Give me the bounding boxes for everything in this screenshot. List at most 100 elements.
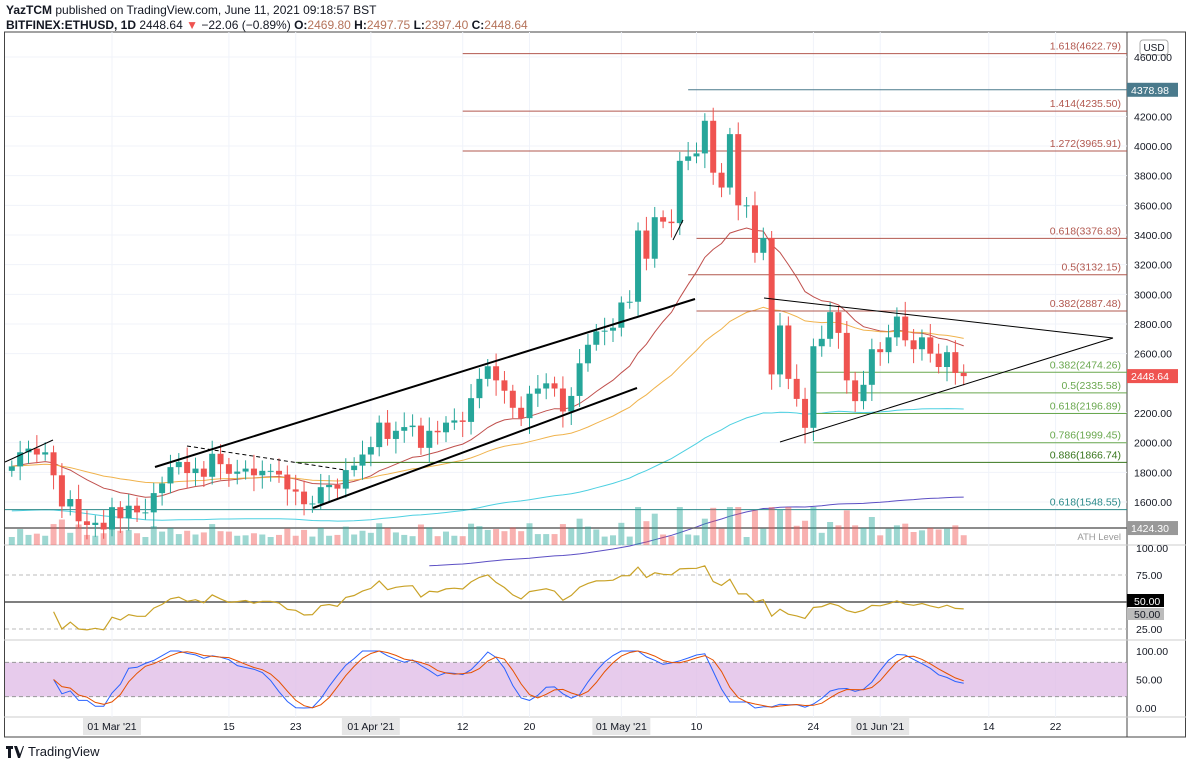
volume-bar <box>92 535 99 545</box>
candle-down <box>284 474 291 490</box>
candle-up <box>401 427 408 431</box>
volume-bar <box>134 533 141 545</box>
publisher[interactable]: YazTCM <box>6 3 53 17</box>
symbol[interactable]: BITFINEX:ETHUSD, 1D <box>6 18 137 32</box>
trendline <box>4 439 54 463</box>
publish-line: YazTCM published on TradingView.com, Jun… <box>6 3 376 17</box>
candle-up <box>743 205 750 207</box>
volume-bar <box>559 524 566 545</box>
date-label-box <box>592 717 651 735</box>
stoch-d-line <box>53 650 964 709</box>
tradingview-logo[interactable]: TradingView <box>6 744 100 759</box>
triangle-upper-line <box>763 297 1114 339</box>
volume-bar <box>184 530 191 545</box>
rsi-axis-label: 75.00 <box>1136 570 1162 582</box>
date-axis-label: 14 <box>983 721 995 733</box>
candle-down <box>751 205 758 253</box>
volume-bar <box>67 532 74 545</box>
rsi-tag-black-bg <box>1127 594 1164 607</box>
candle-up <box>175 461 182 468</box>
date-axis-label: 22 <box>1050 721 1062 733</box>
chart-frame <box>4 31 1186 738</box>
candle-down <box>276 470 282 475</box>
volume-bar <box>910 532 917 545</box>
volume-bar <box>192 534 199 545</box>
candle-down <box>835 312 842 333</box>
candle-up <box>234 471 241 474</box>
candle-up <box>526 393 533 419</box>
candle-up <box>860 384 867 402</box>
candle-down <box>184 461 191 474</box>
volume-bar <box>902 523 909 545</box>
volume-bar <box>342 526 349 545</box>
volume-bar <box>476 526 483 545</box>
high-value: 2497.75 <box>366 18 411 32</box>
price-axis-label: 3600.00 <box>1134 200 1172 212</box>
candle-up <box>610 327 616 331</box>
price-axis-label: 2000.00 <box>1134 438 1172 450</box>
volume-bar <box>860 527 867 545</box>
ath-price-tag: 1424.30 <box>1131 523 1169 535</box>
volume-bar <box>802 520 809 545</box>
candle-up <box>443 422 449 433</box>
candle-down <box>643 230 650 259</box>
candle-up <box>17 452 24 467</box>
volume-bar <box>167 527 174 545</box>
price-axis-label: 2600.00 <box>1134 349 1172 361</box>
candle-up <box>259 470 266 476</box>
high-price-tag: 4378.98 <box>1131 85 1169 97</box>
currency-label: USD <box>1143 43 1164 54</box>
volume-bar <box>518 531 525 545</box>
volume-bar <box>693 535 700 545</box>
trendline <box>672 219 684 241</box>
fib-level-label: 1.414(4235.50) <box>1050 98 1121 110</box>
candle-up <box>476 378 483 399</box>
candle-down <box>417 425 424 448</box>
candle-down <box>802 398 809 428</box>
volume-bar <box>601 536 608 545</box>
candle-up <box>109 507 115 530</box>
brand-name: TradingView <box>28 744 100 759</box>
fib-level-label: 0.5(2335.58) <box>1061 380 1121 392</box>
candle-down <box>768 237 775 375</box>
fib-level-label: 0.786(1999.45) <box>1050 430 1121 442</box>
volume-bar <box>960 535 967 545</box>
price-axis-label: 4000.00 <box>1134 141 1172 153</box>
chart-canvas[interactable]: 1.618(4622.79) 1.414(4235.50) 1.272(3965.9… <box>0 0 1186 740</box>
candle-down <box>935 353 942 368</box>
price-axis-label: 3400.00 <box>1134 230 1172 242</box>
date-axis-label: 01 May '21 <box>596 721 647 733</box>
date-label-box <box>83 717 141 735</box>
candle-down <box>50 452 57 476</box>
candle-down <box>83 521 90 525</box>
candle-down <box>877 349 884 353</box>
volume-bar <box>8 537 15 545</box>
volume-bar <box>484 529 491 545</box>
last-price-tag: 2448.64 <box>1131 371 1169 383</box>
candle-down <box>718 172 725 188</box>
volume-bar <box>326 535 333 545</box>
candle-down <box>384 422 391 439</box>
date-axis-label: 01 Mar '21 <box>87 721 136 733</box>
volume-bar <box>668 536 675 545</box>
low-value: 2397.40 <box>424 18 469 32</box>
volume-bar <box>852 525 859 545</box>
volume-bar <box>618 522 625 545</box>
price-axis-label: 1600.00 <box>1134 497 1172 509</box>
candle-up <box>351 465 358 471</box>
price-axis-label: 4200.00 <box>1134 111 1172 123</box>
candle-up <box>242 468 249 472</box>
candle-up <box>125 505 132 519</box>
candle-up <box>651 217 658 259</box>
volume-bar <box>225 531 232 545</box>
candle-down <box>735 134 742 206</box>
candle-down <box>551 383 558 389</box>
ohlc-line: BITFINEX:ETHUSD, 1D 2448.64 ▼ −22.06 (−0… <box>6 18 528 32</box>
volume-bar <box>434 536 441 545</box>
candle-up <box>159 483 166 494</box>
volume-bar <box>392 532 399 545</box>
rsi-line <box>53 565 964 631</box>
date-label-box <box>341 717 400 735</box>
candle-down <box>250 468 257 476</box>
volume-bar <box>459 536 466 545</box>
